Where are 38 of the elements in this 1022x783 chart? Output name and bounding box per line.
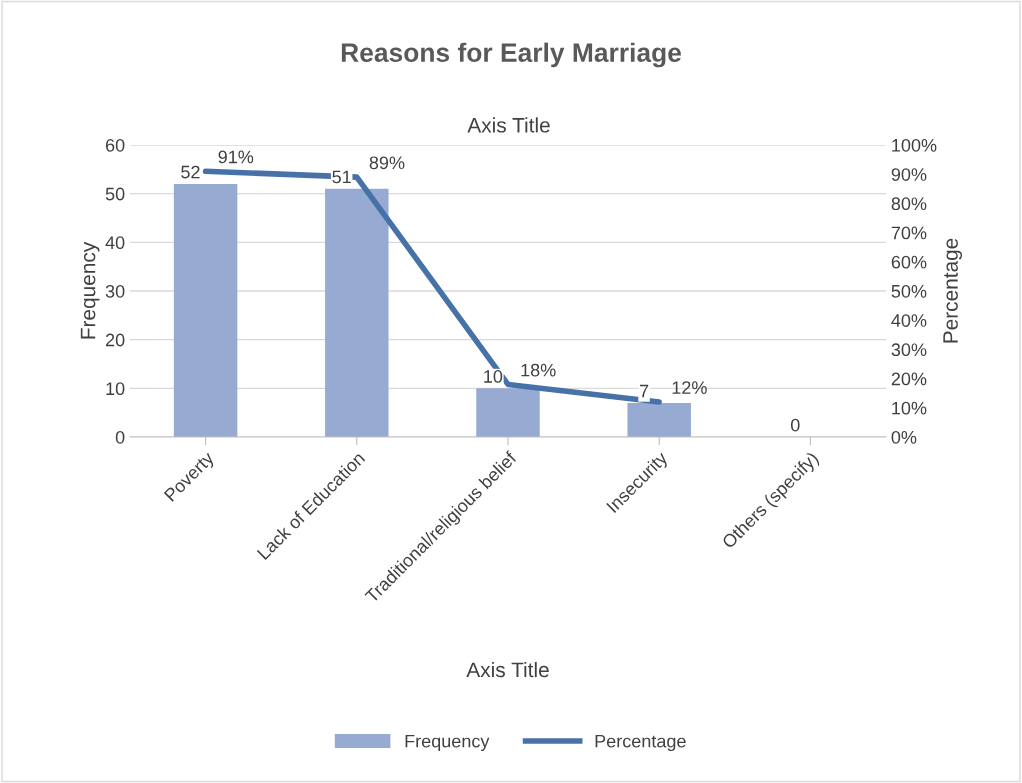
bar — [627, 402, 691, 437]
y-axis-title: Frequency — [80, 241, 100, 339]
y2-tick-label: 70% — [891, 226, 927, 240]
bar — [173, 183, 238, 437]
bar — [325, 188, 389, 437]
y2-tick-label: 60% — [891, 255, 927, 269]
y-tick-label: 20 — [105, 333, 125, 347]
y2-tick-label: 30% — [891, 343, 927, 357]
data-label: 0 — [790, 418, 800, 432]
y2-tick-label: 40% — [891, 314, 927, 327]
data-label: 89% — [369, 156, 405, 170]
data-label: 52 — [181, 165, 200, 179]
data-label: 18% — [521, 363, 556, 377]
y-tick-label: 30 — [105, 284, 125, 298]
data-label: 10 — [484, 370, 503, 383]
data-label: 51 — [332, 170, 351, 184]
legend-label: Frequency — [405, 734, 490, 752]
legend-label: Percentage — [595, 734, 686, 752]
text: Axis Title — [467, 117, 550, 133]
y-tick-label: 40 — [105, 236, 125, 250]
data-label: 12% — [672, 381, 707, 394]
chart-title: Reasons for Early Marriage — [341, 42, 681, 68]
y2-tick-label: 80% — [891, 197, 927, 211]
data-label: 7 — [639, 384, 649, 398]
y-tick-label: 50 — [105, 187, 125, 201]
y2-tick-label: 0% — [891, 430, 917, 444]
y-tick-label: 60 — [105, 138, 125, 152]
y-tick-label: 10 — [106, 382, 125, 396]
y-tick-label: 0 — [115, 430, 125, 444]
y2-tick-label: 10% — [892, 401, 927, 415]
bar — [476, 388, 540, 437]
y2-axis-title: Percentage — [943, 238, 963, 343]
y2-tick-label: 50% — [891, 284, 927, 298]
data-label: 91% — [218, 150, 254, 164]
y2-tick-label: 20% — [891, 372, 927, 386]
y2-tick-label: 100% — [892, 138, 937, 152]
y2-tick-label: 90% — [891, 168, 927, 181]
x-axis-title: Axis Title — [466, 661, 549, 678]
